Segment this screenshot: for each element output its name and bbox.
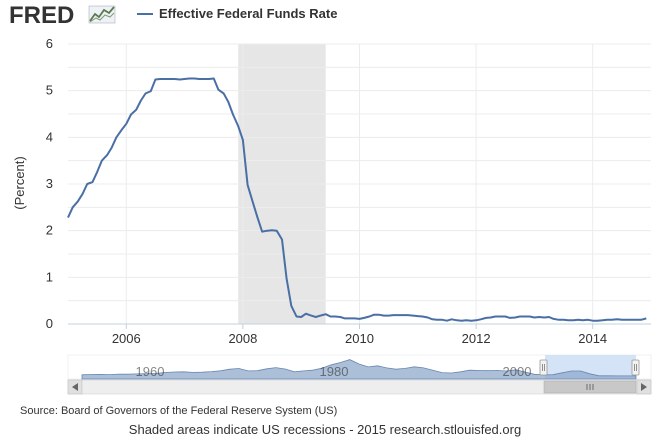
- legend-label: Effective Federal Funds Rate: [159, 6, 337, 21]
- navigator-right-handle[interactable]: [631, 359, 640, 376]
- navigator-year-labels: 1960 1980 2000: [136, 364, 532, 379]
- arrow-left-icon: [72, 383, 78, 391]
- source-note: Source: Board of Governors of the Federa…: [20, 405, 337, 417]
- legend[interactable]: Effective Federal Funds Rate: [137, 6, 337, 21]
- y-tick-label: 1: [46, 269, 53, 284]
- fred-logo-text: FRED: [9, 2, 74, 29]
- navigator-series-area: [81, 359, 637, 380]
- y-tick-label: 3: [46, 176, 53, 191]
- y-tick-label: 6: [46, 36, 53, 51]
- x-tick-label: 2014: [578, 331, 607, 346]
- x-tick-label: 2008: [228, 331, 257, 346]
- x-axis-ticks: 2006 2008 2010 2012 2014: [112, 324, 607, 346]
- y-tick-label: 4: [46, 129, 53, 144]
- scrollbar[interactable]: [67, 379, 652, 395]
- navigator-left-handle[interactable]: [539, 359, 548, 376]
- navigator-year-label: 2000: [503, 364, 532, 379]
- y-tick-label: 2: [46, 223, 53, 238]
- y-axis-label: (Percent): [12, 156, 27, 209]
- recession-note: Shaded areas indicate US recessions - 20…: [129, 422, 521, 437]
- navigator[interactable]: 1960 1980 2000: [67, 354, 652, 380]
- x-tick-label: 2010: [345, 331, 374, 346]
- fred-logo-icon: [88, 5, 116, 24]
- navigator-year-label: 1960: [136, 364, 165, 379]
- y-tick-label: 0: [46, 316, 53, 331]
- navigator-year-label: 1980: [320, 364, 349, 379]
- y-axis-ticks: 0 1 2 3 4 5 6: [46, 36, 53, 331]
- y-tick-label: 5: [46, 83, 53, 98]
- x-tick-label: 2012: [462, 331, 491, 346]
- arrow-right-icon: [641, 383, 647, 391]
- series-line-effective-federal-funds-rate: [67, 77, 647, 322]
- x-tick-label: 2006: [112, 331, 141, 346]
- scrollbar-grip-icon: [586, 384, 594, 390]
